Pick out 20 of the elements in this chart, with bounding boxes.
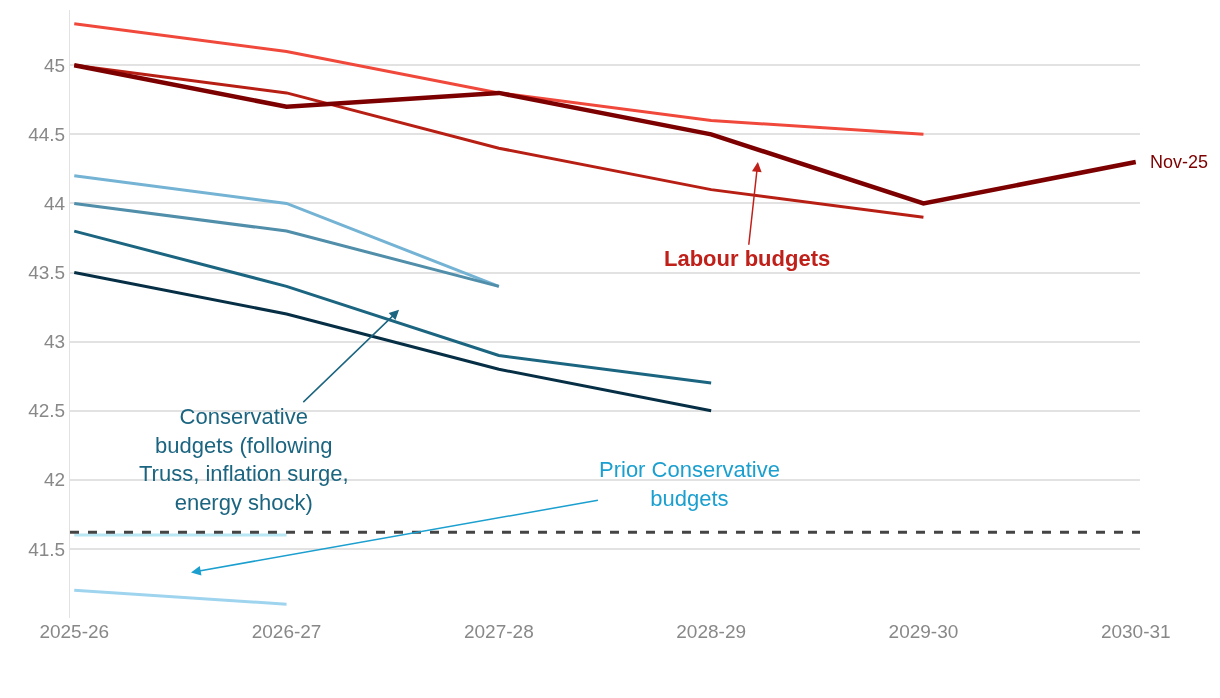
line-series [72,22,925,136]
x-tick-label: 2030-31 [1100,621,1171,642]
y-tick-label: 43 [44,331,66,353]
y-tick-label: 44 [44,193,66,215]
x-tick-label: 2029-30 [888,621,959,642]
y-tick-label: 42 [44,469,66,491]
x-tick-label: 2028-29 [676,621,747,642]
annotation: Conservative budgets (following Truss, inflation surge, energy shock) [139,404,349,515]
x-tick-label: 2027-28 [463,621,534,642]
x-tick-label: 2026-27 [251,621,322,642]
y-tick-label: 45 [44,54,66,76]
x-tick-label: 2025-26 [39,621,110,642]
annotation: Labour budgets [664,246,831,271]
annotation: Prior Conservative budgets [599,457,780,511]
y-tick-label: 42.5 [28,400,66,422]
y-tick-label: 43.5 [28,262,66,284]
line-series [72,63,1138,206]
y-tick-label: 41.5 [28,538,66,560]
y-tick-label: 44.5 [28,124,66,146]
series-label: Nov-25 [1150,152,1209,172]
